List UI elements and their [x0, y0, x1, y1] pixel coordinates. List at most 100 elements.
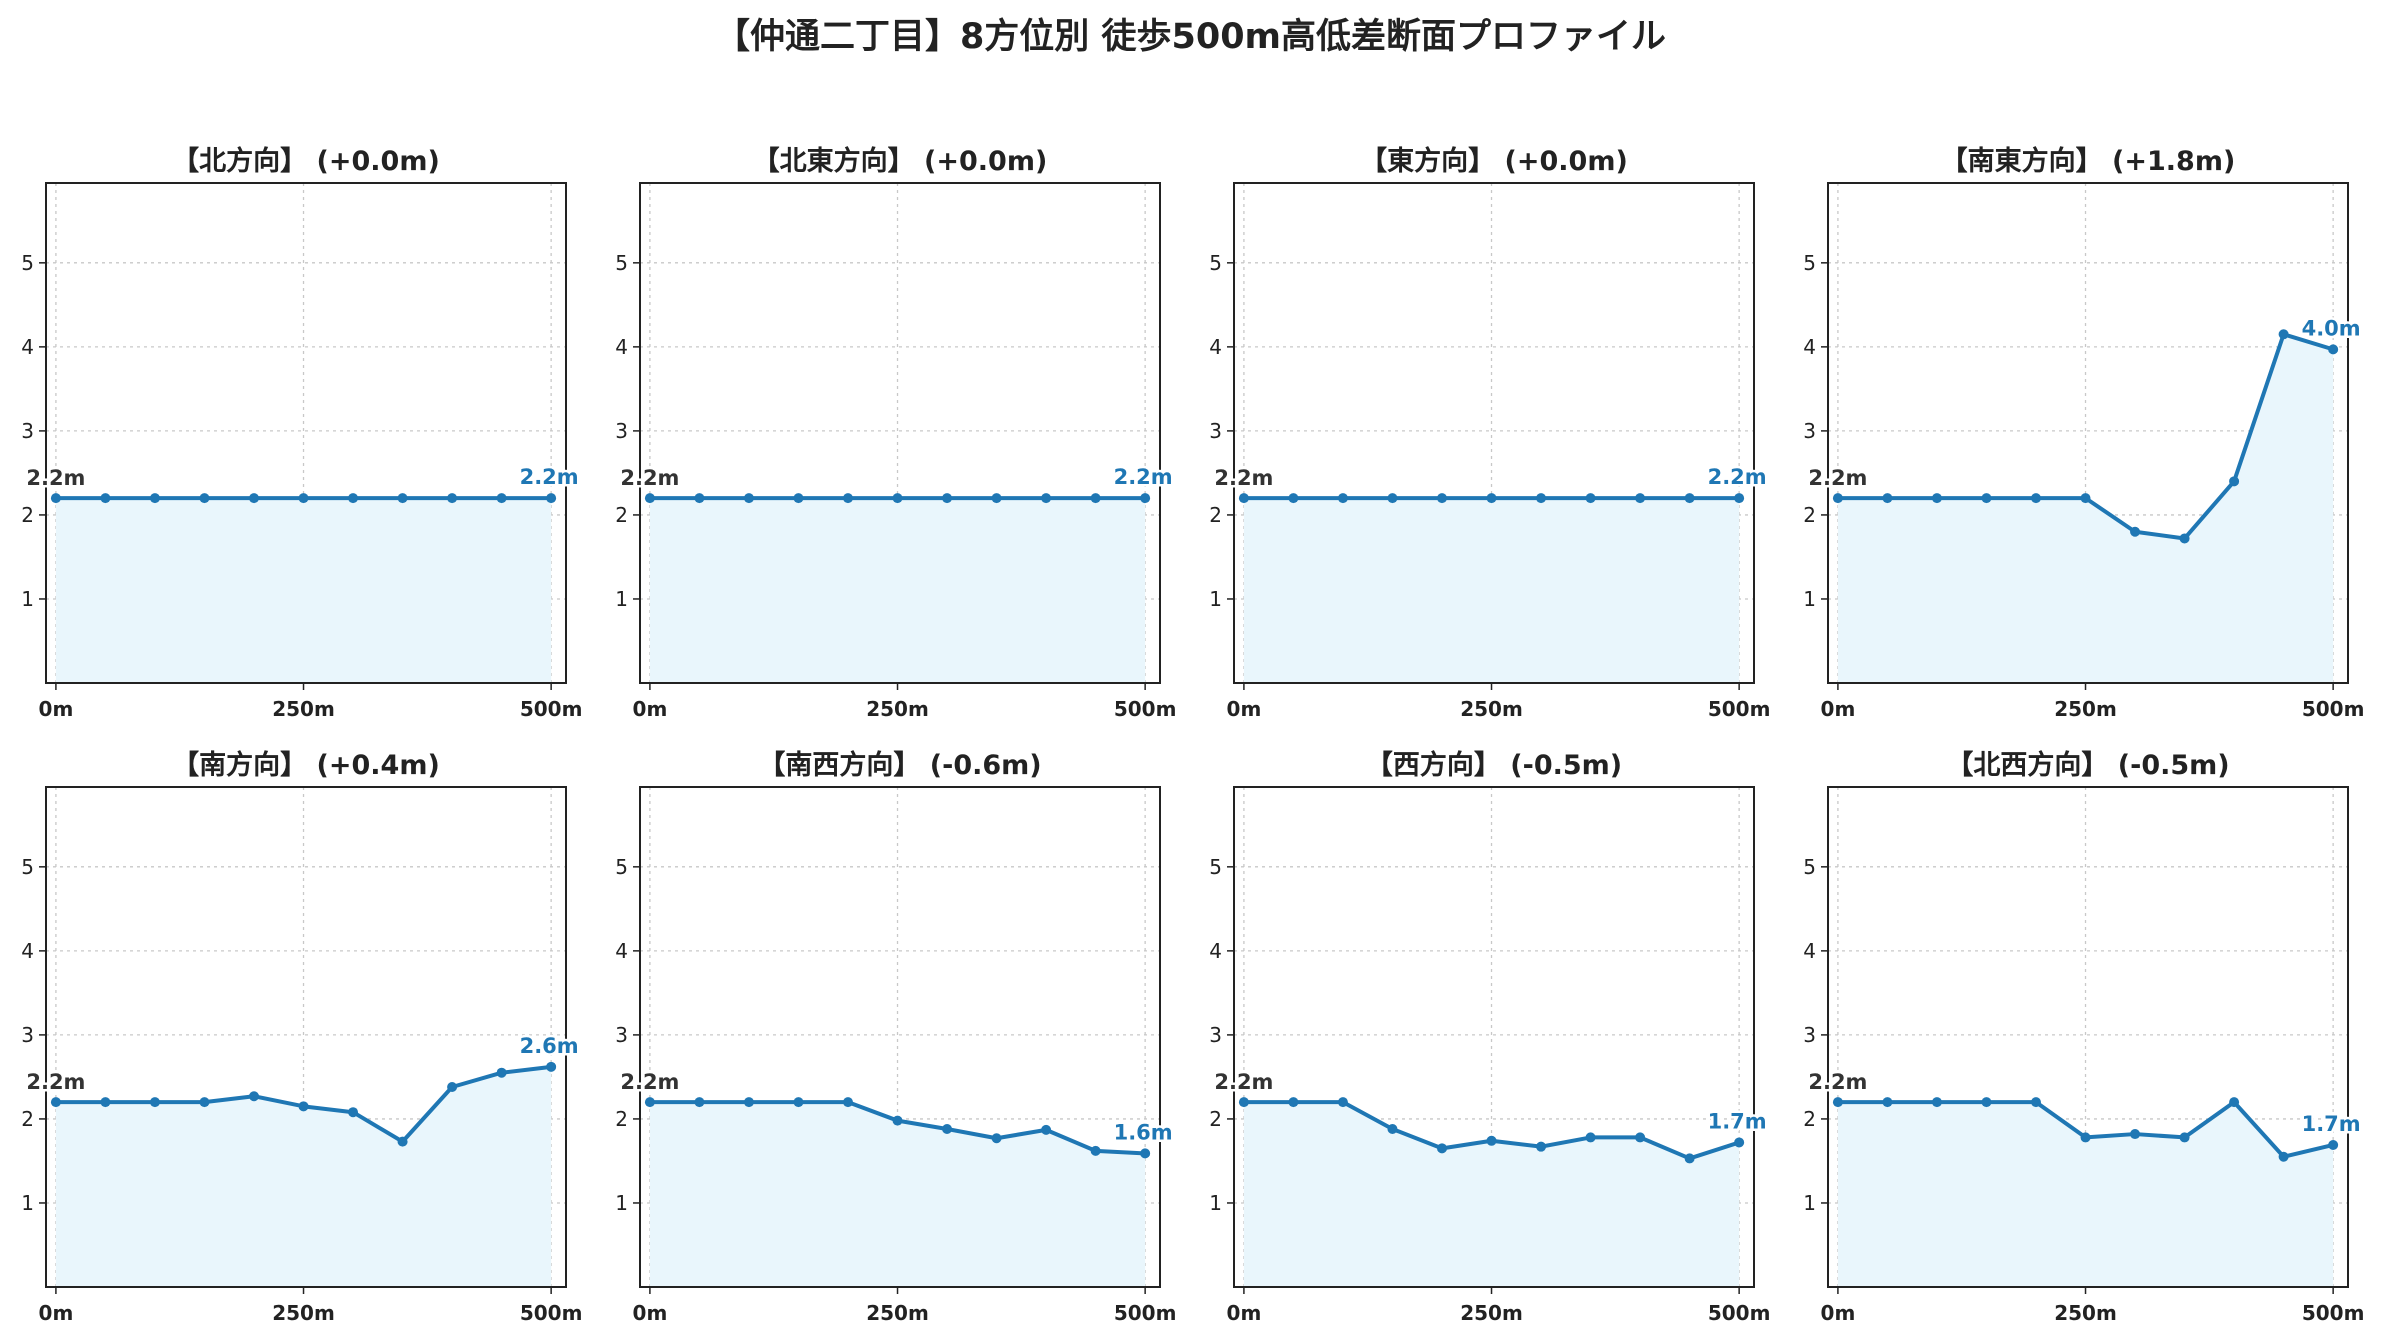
y-tick-label: 4: [1803, 939, 1816, 963]
end-label-halo: 4.0m: [2302, 316, 2361, 340]
x-tick-label: 0m: [39, 697, 74, 721]
data-point: [1486, 1135, 1497, 1146]
start-label: 2.2m: [1214, 1070, 1273, 1094]
y-tick-label: 1: [1803, 1191, 1816, 1215]
y-tick-label: 3: [1209, 419, 1222, 443]
data-point: [2031, 493, 2041, 504]
data-point: [1337, 1097, 1348, 1108]
end-label-halo: 1.7m: [2302, 1112, 2361, 1136]
x-tick-label: 500m: [520, 697, 583, 721]
start-label-halo: 2.2m: [620, 1070, 679, 1094]
y-tick-label: 5: [615, 251, 628, 275]
x-tick-label: 500m: [1708, 1301, 1771, 1325]
data-point: [991, 493, 1002, 504]
area-fill: [1837, 334, 2334, 683]
end-label: 4.0m: [2302, 316, 2361, 340]
end-label: 2.2m: [1708, 465, 1767, 489]
data-point: [2328, 1139, 2339, 1150]
data-point: [644, 493, 655, 504]
plot-frame: [639, 786, 1161, 1288]
data-point: [1140, 1148, 1151, 1159]
end-label-halo: 2.2m: [520, 465, 579, 489]
plot-frame: [1827, 786, 2349, 1288]
data-point: [1090, 1145, 1101, 1156]
data-point: [843, 493, 853, 504]
data-point: [249, 1091, 259, 1102]
start-label: 2.2m: [26, 1070, 85, 1094]
x-tick-label: 0m: [1821, 1301, 1856, 1325]
data-point: [2278, 329, 2289, 340]
data-point: [1832, 1097, 1843, 1108]
end-label-halo: 2.6m: [520, 1034, 579, 1058]
y-tick-label: 1: [1209, 1191, 1222, 1215]
y-tick-label: 1: [1209, 587, 1222, 611]
end-label: 1.7m: [2302, 1112, 2361, 1136]
data-point: [1337, 493, 1348, 504]
plot-frame: [1827, 182, 2349, 684]
start-label-halo: 2.2m: [26, 1070, 85, 1094]
y-tick-label: 1: [21, 1191, 34, 1215]
data-point: [50, 493, 61, 504]
area-fill: [649, 498, 1146, 683]
chart-panel: 【北方向】 (+0.0m) 1 2 3 4 5 0m 250m 500m 2.2m 2.2m 2.2m…: [21, 146, 582, 721]
data-point: [1486, 493, 1497, 504]
y-tick-label: 2: [21, 1107, 34, 1131]
area-fill: [649, 1102, 1146, 1287]
x-tick-label: 250m: [866, 1301, 929, 1325]
chart-title: 【西方向】 (-0.5m): [1365, 750, 1623, 781]
x-tick-label: 500m: [2302, 1301, 2365, 1325]
x-tick-label: 500m: [2302, 697, 2365, 721]
data-point: [1238, 1097, 1249, 1108]
data-point: [1981, 493, 1992, 504]
data-point: [496, 1067, 507, 1078]
data-point: [644, 1097, 655, 1108]
data-point: [1140, 493, 1151, 504]
data-point: [546, 493, 557, 504]
chart-panel: 【南東方向】 (+1.8m) 1 2 3 4 5 0m 250m 500m 2.2m 2.2m 4.0…: [1803, 146, 2364, 721]
data-point: [2278, 1151, 2289, 1162]
main-title: 【仲通二丁目】8方位別 徒歩500m高低差断面プロファイル: [714, 17, 1667, 57]
data-point: [2031, 1097, 2041, 1108]
data-point: [348, 1107, 359, 1118]
data-point: [2080, 1132, 2091, 1143]
x-tick-label: 0m: [1821, 697, 1856, 721]
y-tick-label: 5: [1803, 251, 1816, 275]
data-point: [1734, 1137, 1745, 1148]
y-tick-label: 4: [1209, 335, 1222, 359]
x-tick-label: 250m: [2054, 697, 2117, 721]
data-point: [100, 1097, 111, 1108]
data-point: [1931, 1097, 1942, 1108]
data-point: [694, 493, 705, 504]
data-point: [1437, 1143, 1447, 1154]
y-tick-label: 3: [1209, 1023, 1222, 1047]
y-tick-label: 3: [615, 1023, 628, 1047]
y-tick-label: 1: [21, 587, 34, 611]
chart-panel: 【西方向】 (-0.5m) 1 2 3 4 5 0m 250m 500m 2.2m 2.2m 1.7m…: [1209, 750, 1770, 1325]
end-label: 2.2m: [1114, 465, 1173, 489]
data-point: [1536, 493, 1547, 504]
start-label: 2.2m: [620, 466, 679, 490]
x-tick-label: 250m: [2054, 1301, 2117, 1325]
y-tick-label: 1: [1803, 587, 1816, 611]
data-point: [397, 493, 408, 504]
start-label: 2.2m: [26, 466, 85, 490]
data-point: [1684, 493, 1695, 504]
end-label: 2.2m: [520, 465, 579, 489]
y-tick-label: 5: [21, 251, 34, 275]
y-tick-label: 3: [21, 1023, 34, 1047]
data-point: [2328, 344, 2339, 355]
area-fill: [1243, 498, 1740, 683]
data-point: [1387, 1124, 1398, 1135]
data-point: [1585, 1132, 1596, 1143]
data-point: [1635, 1132, 1646, 1143]
data-point: [892, 493, 903, 504]
data-point: [793, 1097, 804, 1108]
chart-title: 【東方向】 (+0.0m): [1360, 146, 1628, 177]
data-point: [1635, 493, 1646, 504]
data-point: [694, 1097, 705, 1108]
